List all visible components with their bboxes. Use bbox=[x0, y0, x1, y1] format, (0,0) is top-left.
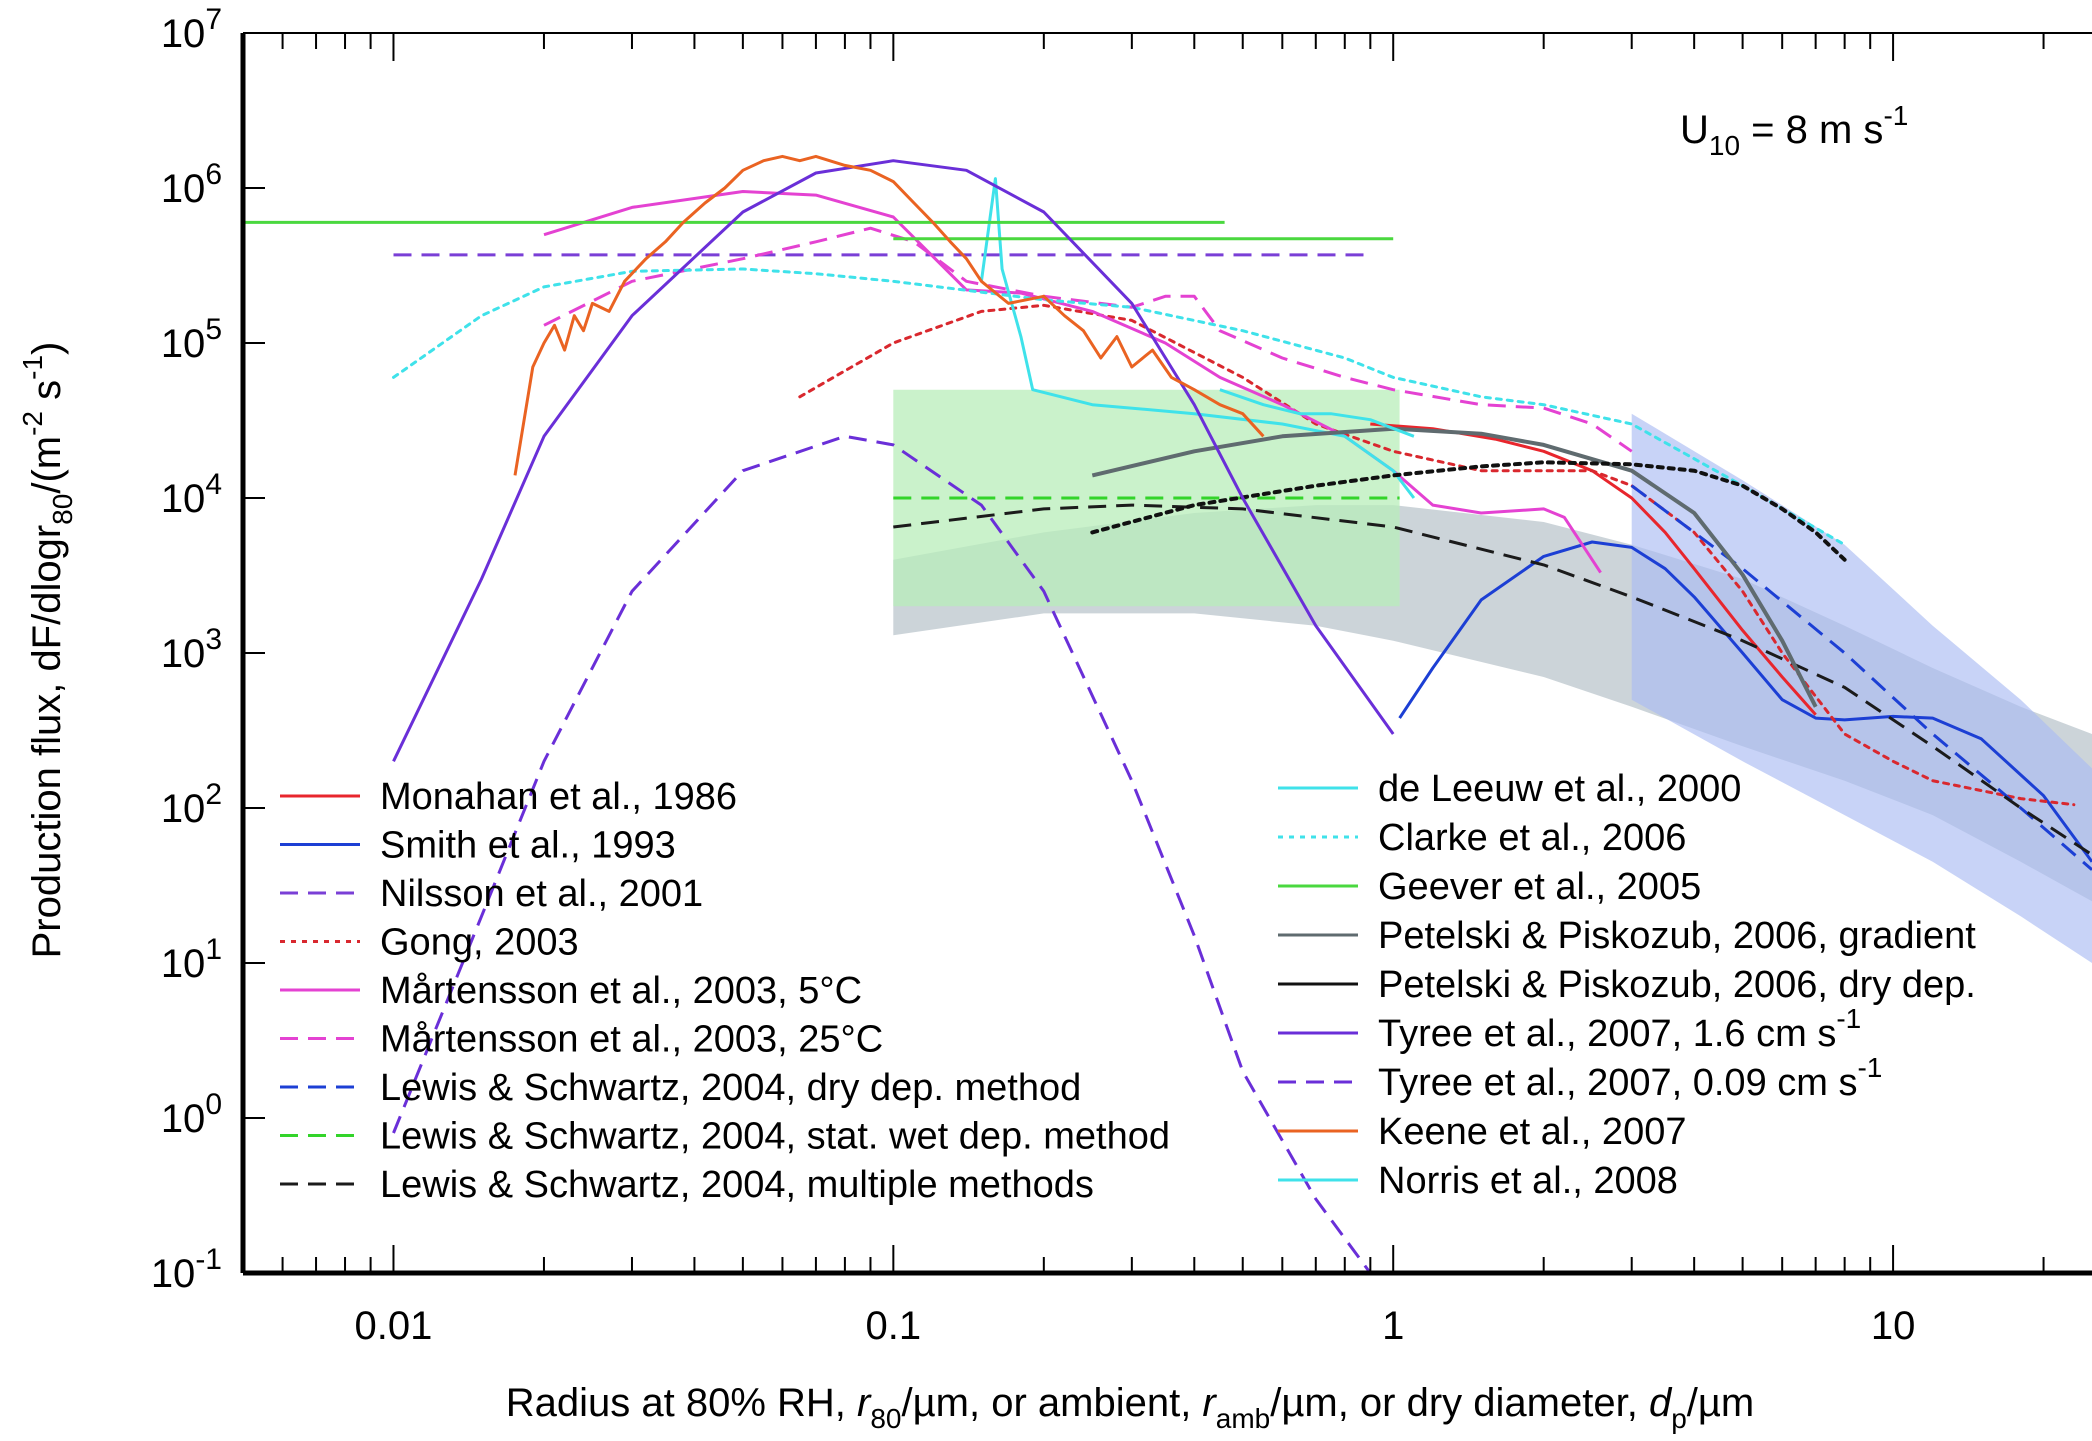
legend: Monahan et al., 1986 Smith et al., 1993 Ni… bbox=[280, 768, 1976, 1206]
y-tick-label: 100 bbox=[161, 1088, 222, 1141]
wind-speed-annotation: U10 = 8 m s-1 bbox=[1680, 100, 1908, 161]
y-tick-label: 10-1 bbox=[151, 1243, 222, 1296]
legend-left-label-4: Mårtensson et al., 2003, 5°C bbox=[380, 970, 862, 1012]
legend-left-label-6: Lewis & Schwartz, 2004, dry dep. method bbox=[380, 1067, 1081, 1109]
x-tick-label: 0.1 bbox=[866, 1304, 922, 1348]
x-axis-title: Radius at 80% RH, r80/µm, or ambient, ra… bbox=[506, 1381, 1755, 1434]
legend-left-label-1: Smith et al., 1993 bbox=[380, 825, 676, 867]
series-smith-et-al-1993-1 bbox=[1398, 540, 2092, 863]
legend-left-label-8: Lewis & Schwartz, 2004, multiple methods bbox=[380, 1164, 1094, 1206]
series-m-rtensson-et-al-2003-5-c-4 bbox=[543, 190, 1602, 574]
legend-right-label-8: Norris et al., 2008 bbox=[1378, 1160, 1678, 1202]
y-tick-label: 104 bbox=[161, 468, 222, 521]
legend-right-label-3: Petelski & Piskozub, 2006, gradient bbox=[1378, 915, 1976, 957]
series-petelski-piskozub-2006-dry-dep-14 bbox=[1090, 460, 1847, 562]
series-tyree-et-al-2007-0-09-cm-s-1-16 bbox=[392, 434, 1372, 1273]
series-keene-et-al-2007-17 bbox=[513, 154, 1265, 476]
x-tick-label: 0.01 bbox=[355, 1304, 433, 1348]
legend-left-label-0: Monahan et al., 1986 bbox=[380, 776, 737, 818]
legend-right-label-6: Tyree et al., 2007, 0.09 cm s-1 bbox=[1378, 1052, 1882, 1104]
legend-right-label-4: Petelski & Piskozub, 2006, dry dep. bbox=[1378, 964, 1976, 1006]
x-tick-label: 10 bbox=[1871, 1304, 1916, 1348]
legend-right-label-5: Tyree et al., 2007, 1.6 cm s-1 bbox=[1378, 1003, 1861, 1055]
series-norris-et-al-2008-18 bbox=[1219, 388, 1415, 438]
legend-right-label-0: de Leeuw et al., 2000 bbox=[1378, 768, 1741, 810]
y-tick-label: 107 bbox=[161, 3, 222, 56]
legend-left-label-2: Nilsson et al., 2001 bbox=[380, 873, 703, 915]
x-tick-label: 1 bbox=[1382, 1304, 1404, 1348]
series-gong-2003-3 bbox=[798, 303, 2076, 807]
series-lines bbox=[243, 154, 2092, 1273]
y-tick-label: 105 bbox=[161, 313, 222, 366]
legend-left-label-3: Gong, 2003 bbox=[380, 922, 579, 964]
series-petelski-piskozub-2006-gradient-13 bbox=[1091, 426, 1818, 708]
series-lewis-schwartz-2004-dry-dep-method-6 bbox=[1630, 484, 2092, 871]
legend-right-label-1: Clarke et al., 2006 bbox=[1378, 817, 1686, 859]
band-1 bbox=[1631, 413, 2092, 963]
series-m-rtensson-et-al-2003-25-c-5 bbox=[543, 226, 1633, 453]
y-axis-title: Production flux, dF/dlogr80/(m-2 s-1) bbox=[17, 342, 78, 959]
y-tick-label: 106 bbox=[161, 158, 222, 211]
y-tick-label: 101 bbox=[161, 933, 222, 986]
legend-left-label-5: Mårtensson et al., 2003, 25°C bbox=[380, 1019, 883, 1061]
series-clarke-et-al-2006-10 bbox=[392, 267, 1847, 547]
axis-titles: Radius at 80% RH, r80/µm, or ambient, ra… bbox=[17, 342, 1754, 1434]
legend-right-label-7: Keene et al., 2007 bbox=[1378, 1111, 1686, 1153]
y-tick-label: 103 bbox=[161, 623, 222, 676]
y-tick-label: 102 bbox=[161, 778, 222, 831]
axes: 0.01 0.1 1 10 10-1 100 101 102 103 104 105 106 107 U1… bbox=[151, 3, 2092, 1348]
legend-left-label-7: Lewis & Schwartz, 2004, stat. wet dep. m… bbox=[380, 1116, 1170, 1158]
series-lewis-schwartz-2004-multiple-methods-8 bbox=[893, 503, 2092, 856]
series-tyree-et-al-2007-1-6-cm-s-1-15 bbox=[392, 159, 1395, 762]
legend-right-label-2: Geever et al., 2005 bbox=[1378, 866, 1701, 908]
